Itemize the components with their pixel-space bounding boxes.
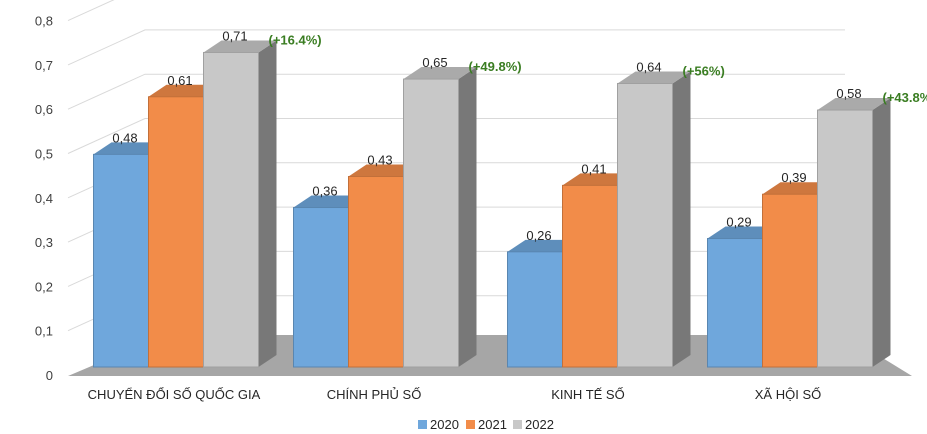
gridline: [67, 29, 845, 66]
data-label-2020: 0,36: [312, 184, 337, 199]
gridline: [67, 73, 845, 110]
bar-top: [617, 71, 691, 84]
legend-swatch-2020: [418, 420, 427, 429]
bar-2021: [148, 96, 204, 368]
y-tick-label: 0,6: [35, 102, 53, 117]
bar-side: [872, 98, 891, 367]
data-label-2022: 0,71: [222, 28, 247, 43]
growth-annotation: (+16.4%): [269, 32, 322, 47]
legend-label-2022: 2022: [525, 417, 554, 432]
data-label-2022: 0,58: [836, 86, 861, 101]
gridline: [67, 118, 845, 154]
y-tick-label: 0,5: [35, 147, 53, 162]
legend-label-2021: 2021: [478, 417, 507, 432]
growth-annotation: (+43.8%): [883, 90, 927, 105]
gridline: [67, 0, 115, 22]
bar-2022: [203, 51, 259, 368]
y-tick-label: 0,4: [35, 191, 53, 206]
data-label-2021: 0,41: [581, 161, 606, 176]
growth-annotation: (+56%): [683, 63, 725, 78]
bar-2020: [93, 153, 149, 368]
x-tick-label: XÃ HỘI SỐ: [755, 387, 821, 402]
y-tick-label: 0,2: [35, 279, 53, 294]
bar-top: [203, 40, 277, 53]
bar-side: [258, 40, 277, 367]
growth-annotation: (+49.8%): [469, 59, 522, 74]
y-tick-label: 0,7: [35, 58, 53, 73]
bar-2022: [817, 109, 873, 368]
bar-2020: [707, 238, 763, 368]
legend-swatch-2021: [466, 420, 475, 429]
bar-2022: [403, 78, 459, 368]
data-label-2020: 0,48: [112, 130, 137, 145]
bar-side: [458, 67, 477, 368]
legend-swatch-2022: [513, 420, 522, 429]
bar-2021: [762, 193, 818, 368]
x-tick-label: KINH TẾ SỐ: [551, 387, 624, 402]
data-label-2020: 0,26: [526, 228, 551, 243]
bar-top: [817, 98, 891, 111]
bar-2021: [348, 176, 404, 368]
y-tick-label: 0,3: [35, 235, 53, 250]
bar-2022: [617, 82, 673, 368]
bar-side: [672, 71, 691, 367]
y-tick-label: 0,1: [35, 324, 53, 339]
data-label-2020: 0,29: [726, 215, 751, 230]
data-label-2021: 0,39: [781, 170, 806, 185]
y-tick-label: 0: [46, 368, 53, 383]
x-tick-label: CHÍNH PHỦ SỐ: [327, 387, 422, 402]
data-label-2022: 0,64: [636, 59, 661, 74]
data-label-2021: 0,61: [167, 73, 192, 88]
bar-2021: [562, 184, 618, 368]
chart-floor: [68, 335, 912, 376]
bar-2020: [293, 207, 349, 368]
bar-top: [403, 67, 477, 80]
data-label-2021: 0,43: [367, 153, 392, 168]
bar-2020: [507, 251, 563, 368]
legend-label-2020: 2020: [430, 417, 459, 432]
y-tick-label: 0,8: [35, 14, 53, 29]
data-label-2022: 0,65: [422, 55, 447, 70]
x-tick-label: CHUYỂN ĐỔI SỐ QUỐC GIA: [88, 387, 261, 402]
